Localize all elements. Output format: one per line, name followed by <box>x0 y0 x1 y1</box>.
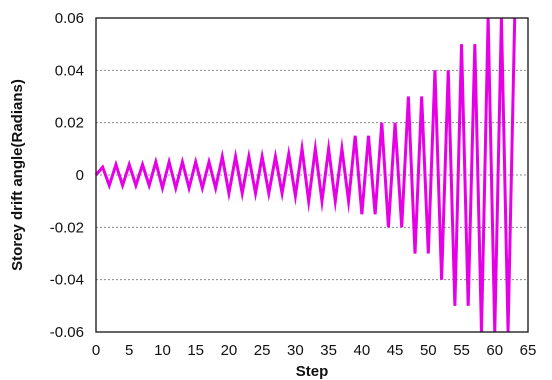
y-tick-label: 0.04 <box>55 62 84 79</box>
x-tick-label: 40 <box>354 342 371 359</box>
x-tick-label: 60 <box>486 342 503 359</box>
x-axis-title: Step <box>296 363 329 380</box>
x-tick-label: 25 <box>254 342 271 359</box>
x-tick-label: 45 <box>387 342 404 359</box>
x-tick-label: 20 <box>221 342 238 359</box>
y-tick-label: -0.06 <box>50 324 84 341</box>
x-tick-label: 55 <box>453 342 470 359</box>
x-tick-label: 5 <box>125 342 133 359</box>
x-tick-label: 50 <box>420 342 437 359</box>
x-tick-label: 65 <box>520 342 537 359</box>
x-tick-label: 30 <box>287 342 304 359</box>
y-axis-title: Storey drift angle(Radians) <box>9 79 26 271</box>
y-tick-label: -0.02 <box>50 219 84 236</box>
x-tick-label: 35 <box>320 342 337 359</box>
y-tick-label: 0.02 <box>55 115 84 132</box>
x-tick-label: 15 <box>187 342 204 359</box>
x-tick-label: 0 <box>92 342 100 359</box>
x-tick-label: 10 <box>154 342 171 359</box>
y-tick-label: -0.04 <box>50 272 84 289</box>
y-tick-label: 0 <box>76 167 84 184</box>
y-tick-label: 0.06 <box>55 10 84 27</box>
